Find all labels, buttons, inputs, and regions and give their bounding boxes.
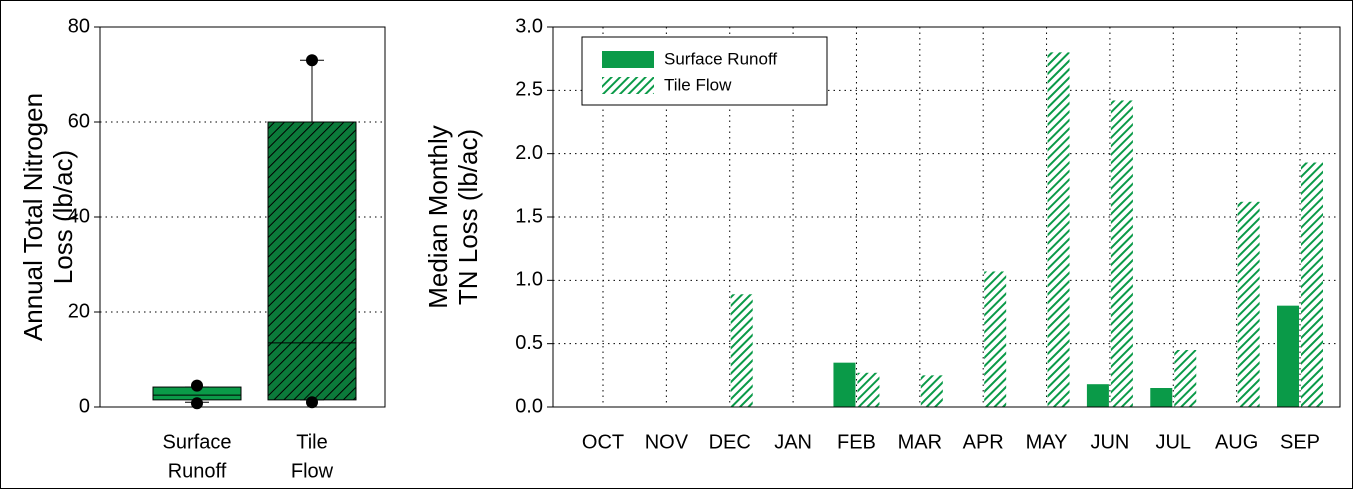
- x-tick-label: Surface: [163, 431, 232, 453]
- y-tick-label: 40: [68, 205, 90, 227]
- y-tick-label: 0: [79, 395, 90, 417]
- x-tick-label: Tile: [296, 431, 327, 453]
- x-tick-label: JUL: [1155, 431, 1191, 453]
- bar: [833, 362, 856, 407]
- y-axis-label: Median Monthly: [423, 125, 453, 309]
- plot-frame: [552, 26, 1341, 408]
- bar: [730, 294, 753, 407]
- legend-swatch: [602, 51, 654, 68]
- bar: [1301, 162, 1323, 407]
- y-tick-label: 2.0: [515, 142, 543, 164]
- bar: [857, 372, 880, 407]
- box: [267, 121, 357, 401]
- x-tick-label: DEC: [709, 431, 751, 453]
- y-axis-label: Loss (lb/ac): [48, 150, 78, 284]
- x-tick-label: NOV: [645, 431, 689, 453]
- bar: [1110, 100, 1133, 407]
- outlier: [306, 54, 318, 67]
- legend-label: Tile Flow: [664, 75, 732, 94]
- bar: [1047, 52, 1070, 407]
- y-tick-label: 2.5: [515, 79, 543, 101]
- outlier: [191, 379, 203, 392]
- legend-label: Surface Runoff: [664, 49, 777, 68]
- bar: [1277, 305, 1299, 407]
- bar: [1086, 384, 1109, 407]
- legend-swatch: [602, 77, 654, 94]
- x-tick-label: SEP: [1280, 431, 1320, 453]
- x-tick-label: Flow: [291, 460, 334, 482]
- y-tick-label: 0.5: [515, 332, 543, 354]
- y-tick-label: 20: [68, 300, 90, 322]
- bar: [984, 271, 1007, 407]
- x-tick-label: FEB: [837, 431, 876, 453]
- outlier: [191, 397, 203, 410]
- x-tick-label: MAY: [1026, 431, 1068, 453]
- x-tick-label: APR: [963, 431, 1004, 453]
- bar: [1150, 388, 1173, 407]
- legend-box: [581, 36, 828, 106]
- y-tick-label: 1.0: [515, 269, 543, 291]
- y-tick-label: 60: [68, 110, 90, 132]
- bar: [1237, 201, 1260, 407]
- plot-frame: [99, 26, 386, 408]
- y-tick-label: 3.0: [515, 15, 543, 37]
- x-tick-label: OCT: [582, 431, 624, 453]
- y-tick-label: 0.0: [515, 395, 543, 417]
- y-axis-label: Annual Total Nitrogen: [18, 93, 48, 341]
- x-tick-label: JAN: [774, 431, 812, 453]
- x-tick-label: MAR: [898, 431, 942, 453]
- bar: [920, 375, 943, 407]
- x-tick-label: JUN: [1090, 431, 1129, 453]
- x-tick-label: Runoff: [168, 460, 227, 482]
- bar: [1174, 350, 1197, 407]
- y-tick-label: 1.5: [515, 205, 543, 227]
- y-axis-label: TN Loss (lb/ac): [453, 129, 483, 305]
- x-tick-label: AUG: [1215, 431, 1258, 453]
- outlier: [306, 396, 318, 409]
- y-tick-label: 80: [68, 15, 90, 37]
